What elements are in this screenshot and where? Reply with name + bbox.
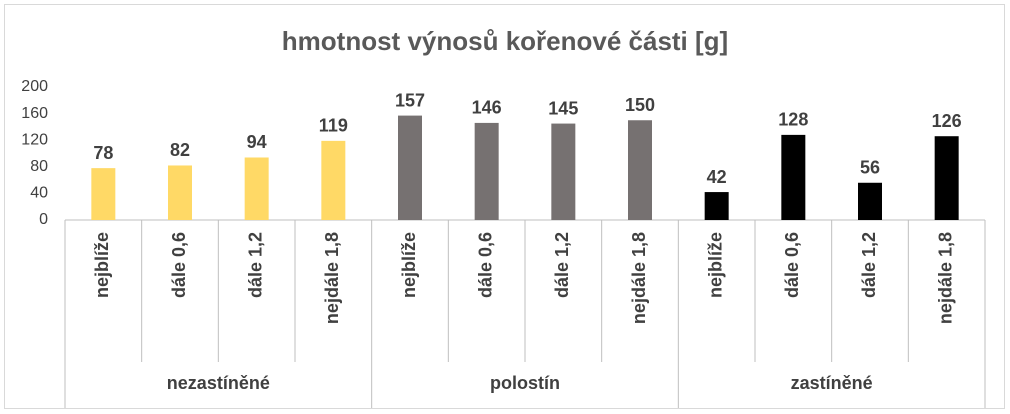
bar (551, 123, 576, 220)
data-label: 56 (860, 158, 880, 178)
x-tick-label: nejblíže (92, 232, 112, 298)
y-tick-label: 160 (21, 105, 48, 122)
bar (704, 192, 729, 220)
chart-border (4, 4, 1005, 409)
bar (628, 120, 652, 220)
group-label: nezastíněné (167, 373, 270, 393)
x-tick-label: dále 0,6 (782, 232, 802, 298)
x-tick-label: dále 1,2 (552, 232, 572, 298)
group-label: zastíněné (791, 373, 873, 393)
x-tick-label: nejblíže (399, 232, 419, 298)
x-tick-label: nejdále 1,8 (322, 232, 342, 324)
data-label: 128 (778, 110, 808, 130)
bar (858, 182, 882, 220)
bar (244, 157, 269, 220)
data-label: 126 (932, 111, 962, 131)
y-tick-label: 0 (39, 211, 48, 228)
data-label: 78 (93, 143, 113, 163)
data-label: 42 (707, 167, 727, 187)
bar (91, 168, 116, 220)
bar (934, 136, 959, 220)
data-label: 94 (247, 132, 267, 152)
bar (781, 134, 806, 220)
chart-title: hmotnost výnosů kořenové části [g] (282, 26, 728, 56)
x-tick-label: dále 1,2 (859, 232, 879, 298)
data-label: 145 (548, 98, 578, 118)
data-label: 82 (170, 140, 190, 160)
y-tick-label: 80 (30, 158, 48, 175)
data-label: 157 (395, 90, 425, 110)
x-tick-label: nejblíže (705, 232, 725, 298)
bar (398, 115, 422, 220)
x-tick-label: dále 0,6 (169, 232, 189, 298)
data-label: 150 (625, 95, 655, 115)
x-tick-label: dále 0,6 (475, 232, 495, 298)
y-tick-label: 200 (21, 78, 48, 95)
x-tick-label: nejdále 1,8 (935, 232, 955, 324)
y-tick-label: 40 (30, 185, 48, 202)
bar (321, 140, 346, 220)
bar (168, 165, 192, 220)
data-label: 146 (472, 98, 502, 118)
x-tick-label: nejdále 1,8 (629, 232, 649, 324)
x-tick-label: dále 1,2 (245, 232, 265, 298)
y-tick-label: 120 (21, 131, 48, 148)
group-label: polostín (490, 373, 560, 393)
data-label: 119 (319, 116, 348, 136)
bar (474, 122, 499, 220)
